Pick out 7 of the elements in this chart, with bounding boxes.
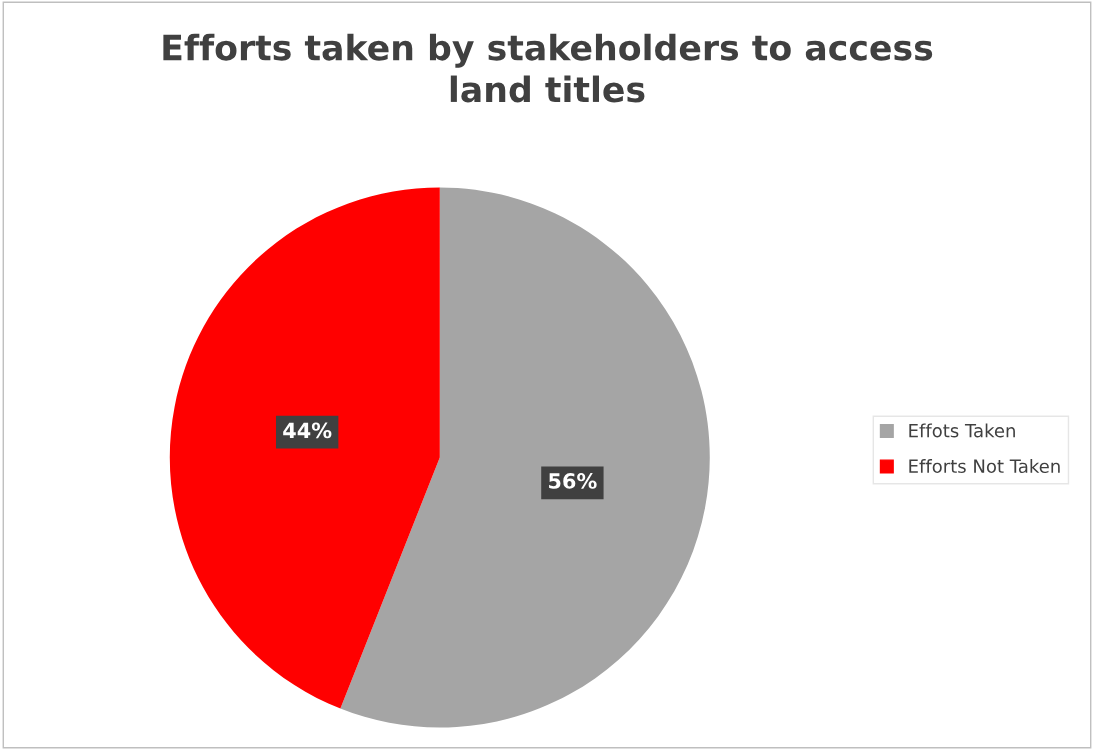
pie-slice xyxy=(340,187,710,728)
legend-label: Efforts Not Taken xyxy=(909,459,1060,473)
chart-title: Efforts taken by stakeholders to access land titles xyxy=(163,33,933,103)
data-label: 44% xyxy=(283,422,332,439)
data-label: 56% xyxy=(549,473,597,489)
legend-label: Effots Taken xyxy=(909,423,1015,438)
pie-slice xyxy=(169,187,440,709)
